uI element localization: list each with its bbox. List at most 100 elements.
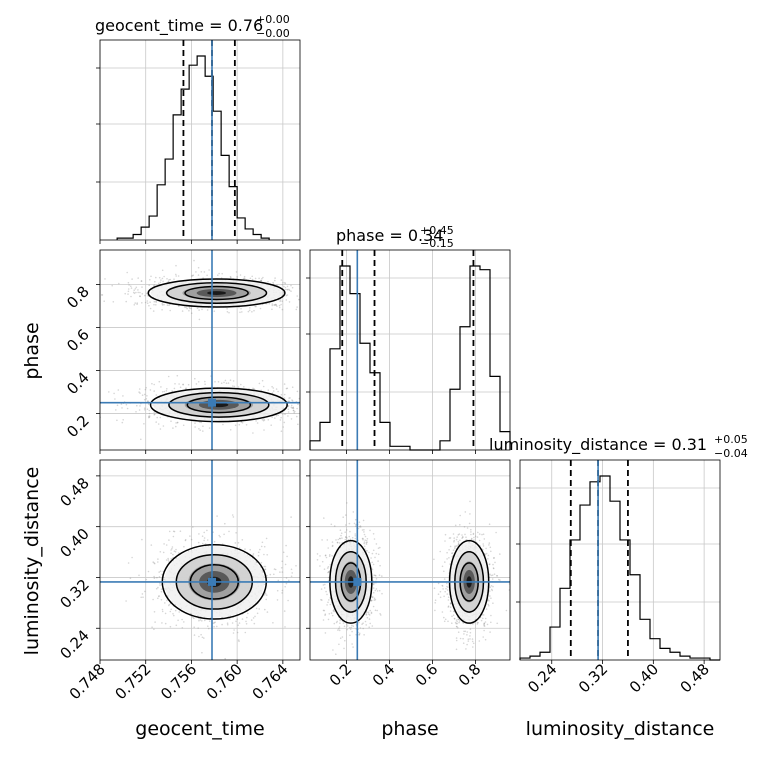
luminosity-distance-vs-geocent-time-mode-0-point	[138, 574, 140, 577]
phase-vs-geocent-time-mode-0-point	[302, 299, 304, 301]
phase-vs-geocent-time-mode-1-point	[238, 423, 241, 426]
phase-vs-geocent-time-mode-0-point	[149, 307, 152, 310]
phase-vs-geocent-time-mode-0-point	[134, 302, 136, 304]
luminosity-distance-vs-phase-mode-1-point	[487, 603, 490, 606]
luminosity-distance-vs-geocent-time-mode-0-point	[238, 640, 240, 643]
luminosity-distance-vs-phase-mode-0-point	[351, 630, 353, 633]
title-phase: phase = 0.34 +0.45 −0.15	[336, 224, 454, 250]
luminosity-distance-vs-phase-mode-0-point	[370, 611, 373, 614]
phase-vs-geocent-time-mode-1-point	[296, 390, 299, 393]
phase-vs-geocent-time-mode-0-point	[149, 278, 151, 281]
luminosity-distance-vs-geocent-time-mode-0-point	[276, 589, 279, 592]
phase-vs-geocent-time-mode-1-point	[154, 413, 156, 416]
phase-vs-geocent-time-mode-1-point	[291, 386, 294, 389]
phase-vs-geocent-time-mode-1-point	[267, 419, 270, 421]
title-phase-sup: +0.45	[420, 224, 454, 237]
luminosity-distance-vs-phase-mode-1-point	[489, 595, 491, 597]
luminosity-distance-vs-phase-mode-1-point	[443, 570, 445, 573]
phase-vs-geocent-time-mode-0-point	[273, 304, 276, 306]
luminosity-distance-vs-phase-mode-0-point	[324, 614, 326, 616]
phase-vs-geocent-time-mode-1-point	[263, 429, 265, 431]
phase-vs-geocent-time-mode-0-point	[161, 309, 163, 311]
phase-vs-geocent-time-mode-1-point	[277, 414, 280, 417]
phase-vs-geocent-time-mode-0-point	[141, 302, 143, 304]
luminosity-distance-vs-geocent-time-mode-0-point	[159, 570, 162, 572]
xlabel-phase: phase	[381, 718, 438, 740]
phase-vs-geocent-time-mode-1-point	[187, 383, 190, 386]
phase-vs-geocent-time-mode-1-point	[287, 415, 289, 417]
phase-vs-geocent-time-mode-1-point	[138, 391, 140, 393]
phase-vs-geocent-time-mode-0-point	[323, 276, 325, 278]
luminosity-distance-vs-geocent-time-mode-0-point	[160, 599, 163, 601]
phase-vs-geocent-time-mode-1-point	[287, 411, 290, 413]
luminosity-distance-vs-geocent-time-mode-0-point	[164, 602, 166, 604]
phase-vs-geocent-time-mode-0-point	[134, 288, 137, 290]
luminosity-distance-vs-phase-mode-0-point	[349, 628, 352, 631]
phase-vs-geocent-time-mode-1-point	[261, 379, 264, 382]
phase-vs-geocent-time-mode-0-point	[136, 303, 138, 306]
luminosity-distance-vs-geocent-time-mode-0-point	[208, 620, 211, 622]
phase-vs-geocent-time-mode-1-point	[153, 411, 155, 413]
phase-vs-geocent-time-mode-1-point	[148, 415, 151, 417]
luminosity-distance-vs-geocent-time-mode-0-point	[125, 600, 127, 602]
phase-vs-geocent-time-mode-0-point	[146, 300, 149, 302]
hist-phase-frame	[309, 249, 511, 451]
luminosity-distance-vs-phase-mode-1-point	[488, 523, 491, 525]
phase-vs-geocent-time-mode-1-point	[275, 415, 278, 417]
luminosity-distance-vs-geocent-time-mode-0-point	[238, 622, 241, 624]
phase-vs-geocent-time-mode-1-point	[284, 413, 286, 416]
phase-vs-geocent-time-mode-1-point	[245, 424, 248, 426]
luminosity-distance-vs-phase-mode-1-point	[487, 554, 490, 557]
luminosity-distance-vs-geocent-time-mode-0-point	[245, 623, 248, 625]
luminosity-distance-vs-phase-mode-0-point	[338, 626, 341, 628]
phase-vs-geocent-time-mode-1-point	[214, 381, 216, 383]
luminosity-distance-vs-geocent-time-mode-0-point	[204, 619, 206, 622]
phase-vs-geocent-time-mode-0-point	[112, 301, 115, 303]
phase-vs-geocent-time-mode-1-point	[283, 393, 286, 396]
luminosity-distance-vs-phase-mode-0-point	[361, 537, 364, 540]
luminosity-distance-vs-geocent-time-mode-0-point	[232, 516, 235, 518]
phase-vs-geocent-time-mode-1-point	[121, 407, 123, 409]
phase-vs-geocent-time-mode-0-point	[137, 291, 139, 294]
luminosity-distance-vs-geocent-time-mode-0-point	[161, 610, 164, 613]
luminosity-distance-vs-phase-mode-1-point	[468, 522, 471, 525]
phase-vs-geocent-time-mode-0-point	[186, 307, 188, 310]
luminosity-distance-vs-phase-mode-0-point	[367, 613, 370, 615]
luminosity-distance-vs-phase-mode-1-point	[462, 637, 464, 640]
phase-vs-geocent-time-mode-0-point	[284, 281, 286, 284]
luminosity-distance-vs-phase-mode-1-point	[449, 545, 452, 548]
phase-vs-geocent-time-mode-0-point	[139, 295, 141, 298]
luminosity-distance-vs-phase-mode-0-point	[336, 541, 339, 544]
luminosity-distance-vs-phase-mode-0-point	[369, 529, 371, 532]
luminosity-distance-vs-phase-mode-1-point	[457, 627, 459, 629]
luminosity-distance-vs-phase-content	[316, 500, 510, 660]
luminosity-distance-vs-phase-mode-0-point	[328, 613, 331, 615]
phase-vs-geocent-time-mode-1-point	[121, 421, 124, 424]
phase-vs-geocent-time-mode-0-point	[259, 307, 262, 310]
phase-vs-geocent-time-mode-0-point	[235, 271, 238, 273]
phase-vs-geocent-time-mode-0-point	[260, 279, 263, 282]
luminosity-distance-vs-geocent-time-mode-0-point	[290, 516, 292, 518]
luminosity-distance-vs-phase-mode-0-point	[375, 543, 378, 545]
luminosity-distance-vs-phase-mode-0-point	[359, 526, 362, 528]
phase-vs-geocent-time-mode-1-point	[182, 383, 184, 386]
phase-vs-geocent-time-mode-1-point	[151, 382, 153, 385]
phase-vs-geocent-time-mode-1-point	[175, 425, 177, 428]
luminosity-distance-vs-geocent-time-mode-0-point	[264, 565, 267, 568]
phase-vs-geocent-time-mode-1-point	[143, 409, 146, 411]
phase-vs-geocent-time-mode-0-point	[238, 306, 240, 309]
luminosity-distance-vs-phase-mode-1-point	[466, 643, 468, 646]
phase-vs-geocent-time-mode-1-point	[290, 418, 293, 420]
phase-vs-geocent-time-mode-0-point	[285, 294, 288, 297]
phase-vs-geocent-time-mode-0-point	[193, 259, 195, 262]
phase-vs-geocent-time-mode-1-point	[312, 414, 314, 416]
luminosity-distance-vs-phase-mode-1-point	[477, 531, 479, 534]
luminosity-distance-vs-phase-mode-0-point	[326, 567, 329, 569]
phase-vs-geocent-time-mode-0-point	[279, 300, 281, 303]
luminosity-distance-vs-phase-mode-1-point	[443, 595, 445, 598]
title-geocent-time: geocent_time = 0.76 +0.00 −0.00	[95, 13, 290, 40]
phase-vs-geocent-time-mode-1-point	[185, 387, 187, 390]
luminosity-distance-vs-geocent-time-mode-0-point	[159, 584, 161, 586]
phase-vs-geocent-time-mode-1-point	[176, 421, 179, 424]
luminosity-distance-vs-phase-mode-1-point	[444, 561, 446, 563]
